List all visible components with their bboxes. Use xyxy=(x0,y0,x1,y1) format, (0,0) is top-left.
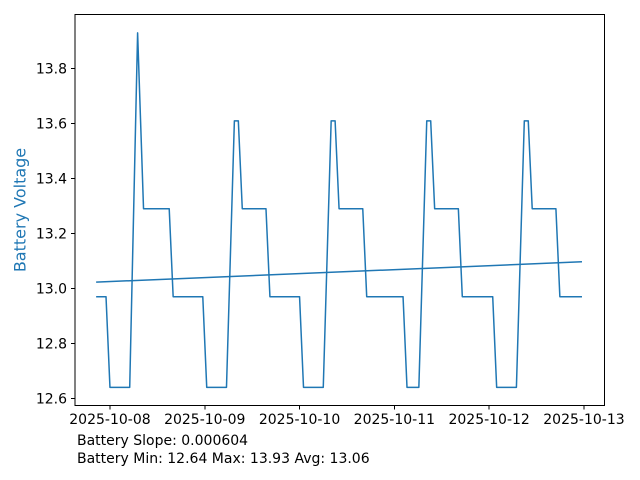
y-tick-label: 12.8 xyxy=(36,336,67,352)
x-tick-label: 2025-10-10 xyxy=(259,412,340,428)
battery-stats-text: Battery Min: 12.64 Max: 13.93 Avg: 13.06 xyxy=(77,451,370,467)
x-tick-label: 2025-10-12 xyxy=(448,412,529,428)
y-tick-label: 13.0 xyxy=(36,281,67,297)
battery-voltage-line xyxy=(96,32,582,389)
trend-line xyxy=(96,261,583,283)
x-tick-label: 2025-10-09 xyxy=(164,412,245,428)
x-tick-label: 2025-10-08 xyxy=(69,412,150,428)
battery-slope-text: Battery Slope: 0.000604 xyxy=(77,433,249,449)
x-tick-label: 2025-10-13 xyxy=(543,412,624,428)
plot-border xyxy=(74,14,605,406)
y-tick-label: 13.6 xyxy=(36,117,67,133)
chart-annotations: Battery Slope: 0.000604 Battery Min: 12.… xyxy=(77,432,370,468)
y-tick-label: 13.8 xyxy=(36,62,67,78)
y-tick-label: 13.4 xyxy=(36,172,67,188)
y-axis-label: Battery Voltage xyxy=(10,147,30,273)
y-tick-label: 12.6 xyxy=(36,391,67,407)
x-tick-label: 2025-10-11 xyxy=(354,412,435,428)
y-tick-label: 13.2 xyxy=(36,226,67,242)
